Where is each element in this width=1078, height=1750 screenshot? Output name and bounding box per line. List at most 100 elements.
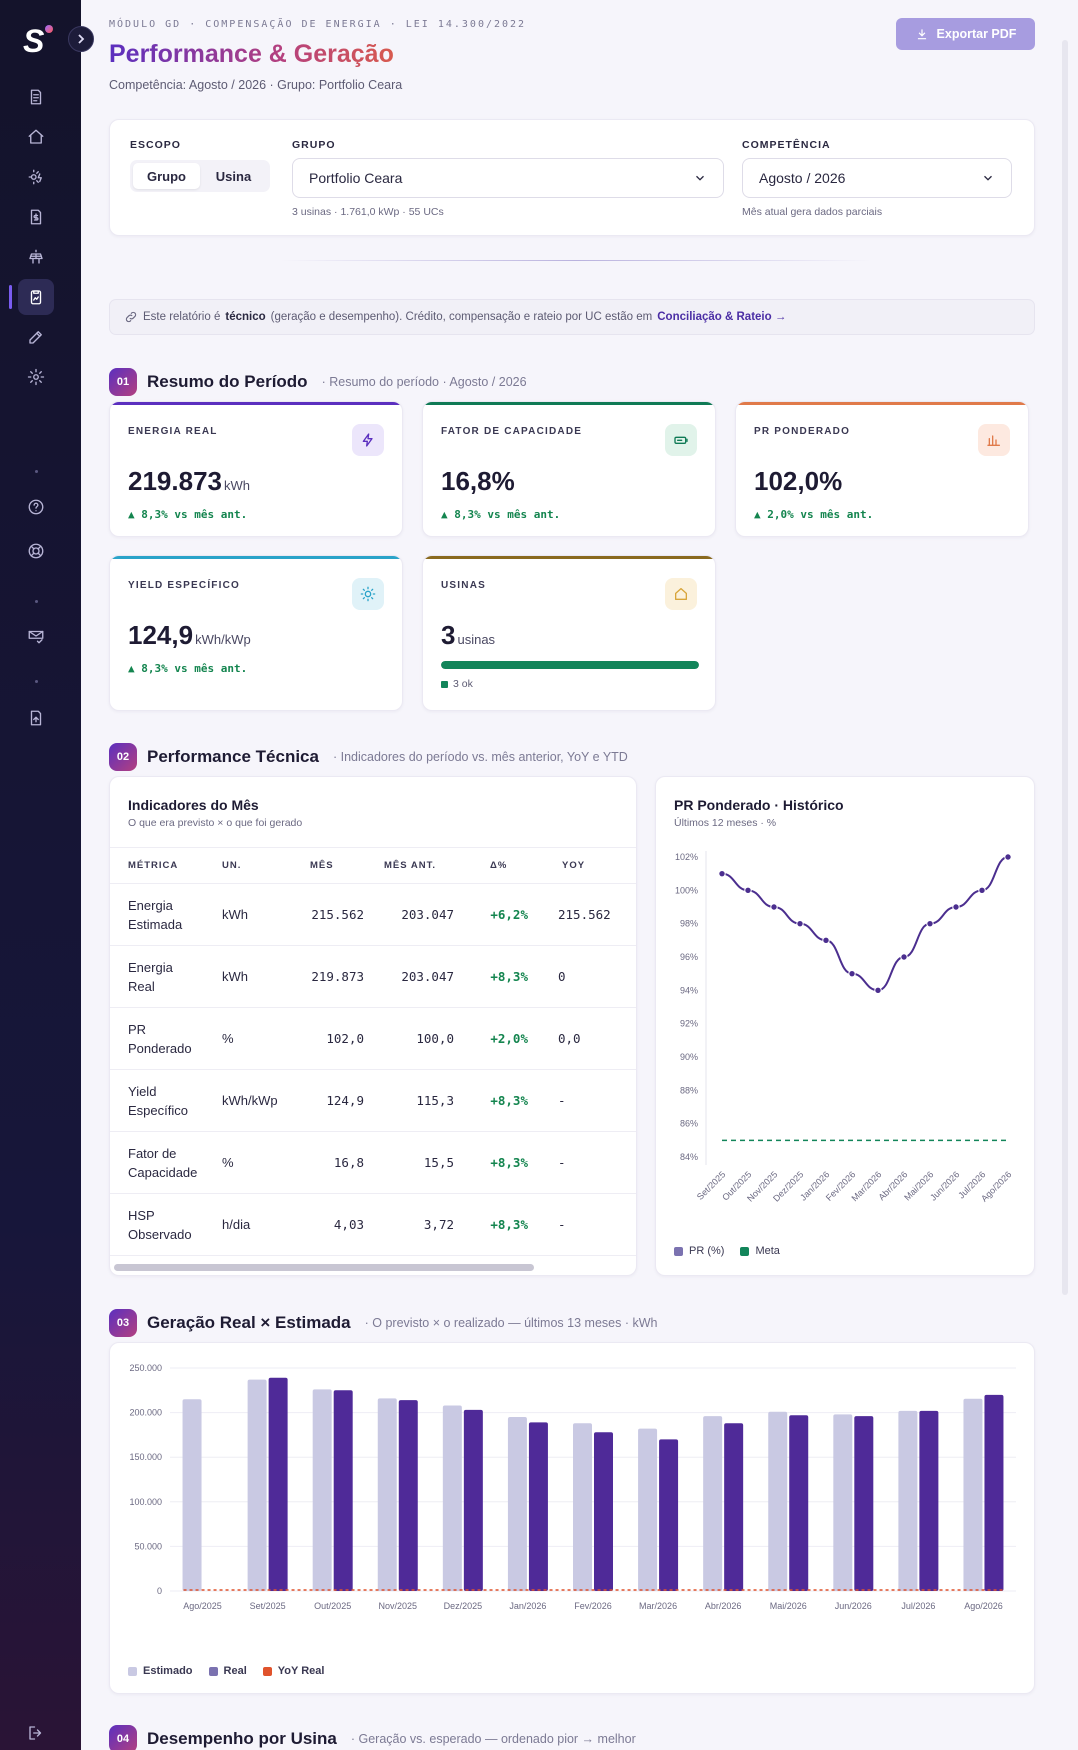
bar-estimado [507,1417,527,1591]
section-title: Desempenho por Usina [147,1729,337,1748]
app-logo[interactable]: S [20,22,56,58]
bar-real [463,1409,483,1591]
section-subtitle: · O previsto × o realizado — últimos 13 … [364,1316,658,1330]
pr-chart-title: PR Ponderado · Histórico [674,797,844,813]
bar-real [398,1400,418,1591]
metric-unit: kWh/kWp [220,1069,292,1132]
pr-chart-subtitle: Últimos 12 meses · % [674,817,777,829]
info-text-2: (geração e desempenho). Crédito, compens… [270,311,653,323]
metric-mes-ant: 203.047 [364,883,454,946]
competencia-select[interactable]: Agosto / 2026 [742,158,1012,198]
x-tick-label: Set/2025 [250,1601,286,1611]
bar-real [984,1394,1004,1591]
kpi-label: YIELD ESPECÍFICO [128,580,240,591]
escopo-toggle[interactable]: Grupo Usina [130,160,270,192]
pr-data-point [848,969,856,978]
x-tick-label: Jan/2026 [509,1601,546,1611]
nav-home-icon[interactable] [18,119,54,155]
escopo-option-grupo[interactable]: Grupo [133,163,200,189]
y-tick-label: 150.000 [129,1452,162,1462]
svg-text:S: S [23,23,45,58]
bar-real [268,1377,288,1591]
bar-estimado [312,1389,332,1591]
info-text-1: Este relatório é [143,311,221,323]
x-tick-label: Ago/2025 [183,1601,222,1611]
kpi-delta: ▲ 8,3% vs mês ant. [441,508,561,521]
kpi-pr-ponderado: PR PONDERADO 102,0% ▲ 2,0% vs mês ant. [735,401,1029,537]
nav-logout-icon[interactable] [18,1715,54,1750]
metric-mes-ant: 3,72 [364,1193,454,1256]
battery-icon [665,424,697,456]
col-header: MÉTRICA [110,847,220,884]
metric-yoy: - [528,1069,636,1132]
nav-help-icon[interactable] [18,489,54,525]
pr-chart-legend: PR (%) Meta [674,1245,780,1257]
bar-real [333,1390,353,1591]
nav-reports-icon[interactable] [18,79,54,115]
bar-real [594,1432,613,1591]
sun-icon [352,578,384,610]
metric-name: Fator de Capacidade [110,1131,220,1194]
nav-separator [35,600,38,603]
page-subtitle: Competência: Agosto / 2026 · Grupo: Port… [109,78,403,92]
nav-upload-icon[interactable] [18,700,54,736]
nav-solar-plant-icon[interactable] [18,239,54,275]
bar-estimado [768,1411,788,1591]
y-tick-label: 90% [680,1052,698,1062]
bar-estimado [247,1379,267,1591]
metric-yoy: 0,0 [528,1007,636,1070]
nav-support-icon[interactable] [18,533,54,569]
nav-mail-icon[interactable] [18,618,54,654]
metric-yoy: - [528,1193,636,1256]
pr-data-point [900,953,908,961]
metric-name: Energia Real [110,945,220,1008]
export-pdf-button[interactable]: Exportar PDF [896,18,1035,50]
section-subtitle: · Indicadores do período vs. mês anterio… [332,750,628,764]
metric-mes: 102,0 [292,1007,364,1070]
section-number: 04 [109,1725,137,1750]
nav-settings-icon[interactable] [18,359,54,395]
bar-real [724,1423,744,1591]
filters-card: ESCOPO Grupo Usina GRUPO Portfolio Ceara… [109,119,1035,236]
section-03-header: 03 Geração Real × Estimada · O previsto … [109,1309,657,1337]
metric-unit: % [220,1007,292,1070]
pr-data-point [796,919,804,928]
info-text-bold: técnico [225,311,266,323]
section-subtitle: · Resumo do período · Agosto / 2026 [321,375,527,389]
y-tick-label: 94% [680,985,698,995]
bar-estimado [573,1423,592,1591]
page-title: Performance & Geração [109,40,394,68]
kpi-yield-especifico: YIELD ESPECÍFICO 124,9 kWh/kWp ▲ 8,3% vs … [109,555,403,711]
kpi-label: ENERGIA REAL [128,426,218,437]
nav-billing-icon[interactable] [18,199,54,235]
escopo-option-usina[interactable]: Usina [215,168,252,184]
table-row: Yield Específico kWh/kWp 124,9 115,3 +8,3% - [110,1069,636,1132]
x-tick-label: Ago/2026 [964,1601,1003,1611]
y-tick-label: 86% [680,1119,698,1129]
grupo-select[interactable]: Portfolio Ceara [292,158,724,198]
bar-estimado [638,1428,658,1591]
metric-delta: +8,3% [454,1131,528,1194]
x-tick-label: Jun/2026 [835,1601,872,1611]
conciliacao-rateio-link[interactable]: Conciliação & Rateio → [657,311,787,323]
kpi-value: 124,9 kWh/kWp [128,620,251,650]
nav-energy-icon[interactable] [18,159,54,195]
pr-data-point [952,903,960,911]
metric-unit: kWh [220,883,292,946]
y-tick-label: 102% [675,852,698,862]
vertical-scrollbar[interactable] [1062,40,1068,1295]
metric-mes-ant: 100,0 [364,1007,454,1070]
section-number: 02 [109,743,137,771]
nav-performance-icon[interactable] [9,279,54,315]
sidebar-collapse-button[interactable] [68,26,94,52]
nav-edit-icon[interactable] [18,319,54,355]
table-row: HSP Observado h/dia 4,03 3,72 +8,3% - [110,1193,636,1256]
metric-delta: +6,2% [454,883,528,946]
metric-delta: +8,3% [454,1193,528,1256]
table-row: PR Ponderado% 102,0 100,0 +2,0% 0,0 [110,1007,636,1070]
horizontal-scrollbar[interactable] [114,1264,534,1271]
nav-separator [35,470,38,473]
bar-real [919,1410,939,1591]
col-header: YOY [528,847,636,884]
kpi-value: 219.873 kWh [128,466,250,496]
